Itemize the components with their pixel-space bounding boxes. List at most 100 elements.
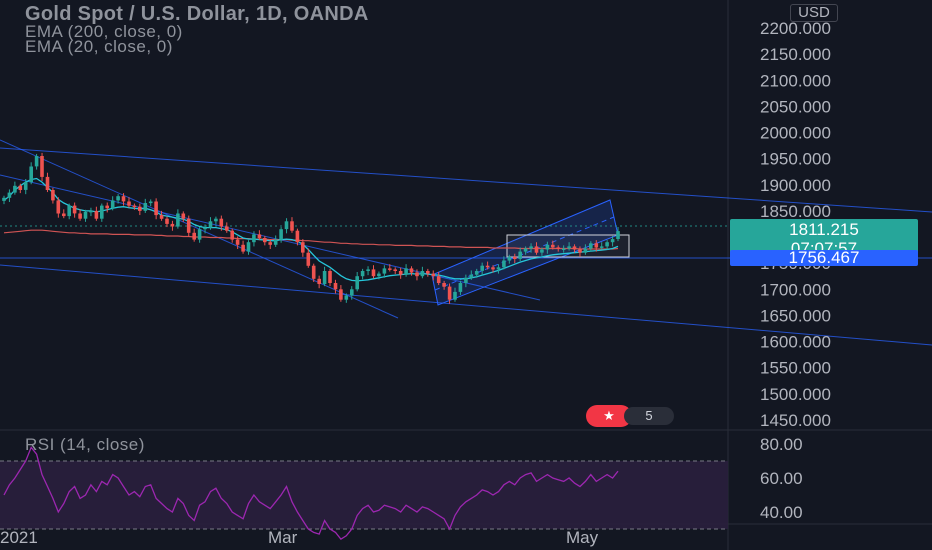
candle-body <box>83 211 88 219</box>
candle-body <box>404 268 408 275</box>
candle-body <box>567 246 571 249</box>
time-axis-tick-label: 2021 <box>0 528 38 547</box>
candle-body <box>393 269 397 271</box>
rsi-axis-tick-label: 40.00 <box>760 503 803 522</box>
candle-body <box>436 276 441 283</box>
rsi-axis-tick-label: 60.00 <box>760 469 803 488</box>
time-axis-tick-label: Mar <box>268 528 298 547</box>
candle-body <box>540 249 544 253</box>
candle-body <box>371 269 376 277</box>
rsi-axis: 80.00 60.00 40.00 <box>760 435 803 522</box>
candle-body <box>78 213 82 219</box>
candle-body <box>551 244 555 248</box>
candle-body <box>170 223 175 227</box>
candle-body <box>518 251 522 259</box>
price-axis-tick-label: 1550.000 <box>760 359 831 378</box>
candle-body <box>192 232 196 240</box>
candle-body <box>132 205 137 208</box>
candle-body <box>469 274 474 278</box>
rsi-line <box>3 446 619 541</box>
candle-body <box>507 256 512 261</box>
candle-body <box>453 291 457 300</box>
candle-body <box>502 260 506 268</box>
candle-body <box>214 218 218 222</box>
horizontal-level-tag: 1756.467 <box>730 249 918 266</box>
candle-body <box>116 196 120 201</box>
candle-body <box>377 273 381 277</box>
candle-body <box>355 276 359 290</box>
candle-body <box>7 192 12 198</box>
candle-body <box>181 213 186 219</box>
candle-body <box>529 246 533 249</box>
descending-trendline-upper <box>0 139 399 319</box>
price-axis-tick-label: 1450.000 <box>760 411 831 430</box>
candle-body <box>616 231 620 239</box>
candle-body <box>29 166 33 183</box>
price-axis-tick-label: 1700.000 <box>760 280 831 299</box>
rsi-pane-label[interactable]: RSI (14, close) <box>25 435 145 454</box>
price-axis-tick-label: 1850.000 <box>760 202 831 221</box>
lower-channel-line <box>0 264 932 346</box>
currency-badge[interactable]: USD <box>790 4 838 22</box>
candle-body <box>219 218 224 227</box>
candle-body <box>2 197 6 201</box>
candle-body <box>572 246 577 250</box>
candle-body <box>420 271 425 277</box>
price-axis-tick-label: 2150.000 <box>760 45 831 64</box>
candle-body <box>306 252 311 266</box>
candle-body <box>23 182 28 190</box>
candle-body <box>18 185 23 190</box>
candle-body <box>45 176 50 190</box>
candle-body <box>322 271 327 285</box>
candles <box>2 152 620 304</box>
candle-body <box>268 242 272 245</box>
candle-body <box>127 201 131 206</box>
rsi-band <box>0 461 728 529</box>
candle-body <box>290 221 294 231</box>
candle-body <box>94 210 99 219</box>
upper-channel-line <box>0 147 932 213</box>
candle-body <box>409 268 414 273</box>
economic-events-badge[interactable]: ★ 5 <box>586 405 686 427</box>
candle-body <box>225 226 229 231</box>
candle-body <box>339 289 343 300</box>
indicator-ema20-label[interactable]: EMA (20, close, 0) <box>25 37 173 56</box>
candle-body <box>284 221 289 230</box>
candle-body <box>89 210 93 213</box>
candle-body <box>442 283 446 287</box>
time-axis: 2021 Mar May <box>0 528 599 547</box>
candle-body <box>105 205 109 209</box>
price-axis-tick-label: 1600.000 <box>760 333 831 352</box>
chart-title[interactable]: Gold Spot / U.S. Dollar, 1D, OANDA <box>25 3 369 25</box>
candle-body <box>295 230 300 243</box>
candle-body <box>154 201 158 216</box>
price-axis-tick-label: 1500.000 <box>760 385 831 404</box>
price-axis-tick-label: 2000.000 <box>760 124 831 143</box>
candle-body <box>121 196 126 202</box>
candle-body <box>148 201 153 204</box>
candle-body <box>230 230 234 240</box>
price-axis-tick-label: 1950.000 <box>760 150 831 169</box>
candle-body <box>610 239 615 243</box>
candle-body <box>110 200 115 209</box>
candle-body <box>235 239 240 245</box>
candle-body <box>496 267 501 270</box>
candle-body <box>159 215 164 219</box>
candle-body <box>523 248 528 252</box>
candle-body <box>589 243 593 249</box>
candle-body <box>398 271 403 275</box>
candle-body <box>252 234 256 243</box>
price-axis-tick-label: 1650.000 <box>760 306 831 325</box>
indicator-ema200-label[interactable]: EMA (200, close, 0) <box>25 22 183 41</box>
candle-body <box>263 238 267 243</box>
candle-body <box>561 248 566 250</box>
candle-body <box>534 246 539 253</box>
last-price-value: 1811.215 <box>789 220 859 239</box>
candle-body <box>301 242 305 253</box>
candle-body <box>100 205 104 219</box>
candle-body <box>203 227 207 230</box>
candle-body <box>197 229 202 240</box>
price-axis-tick-label: 1900.000 <box>760 176 831 195</box>
candle-body <box>165 218 169 224</box>
